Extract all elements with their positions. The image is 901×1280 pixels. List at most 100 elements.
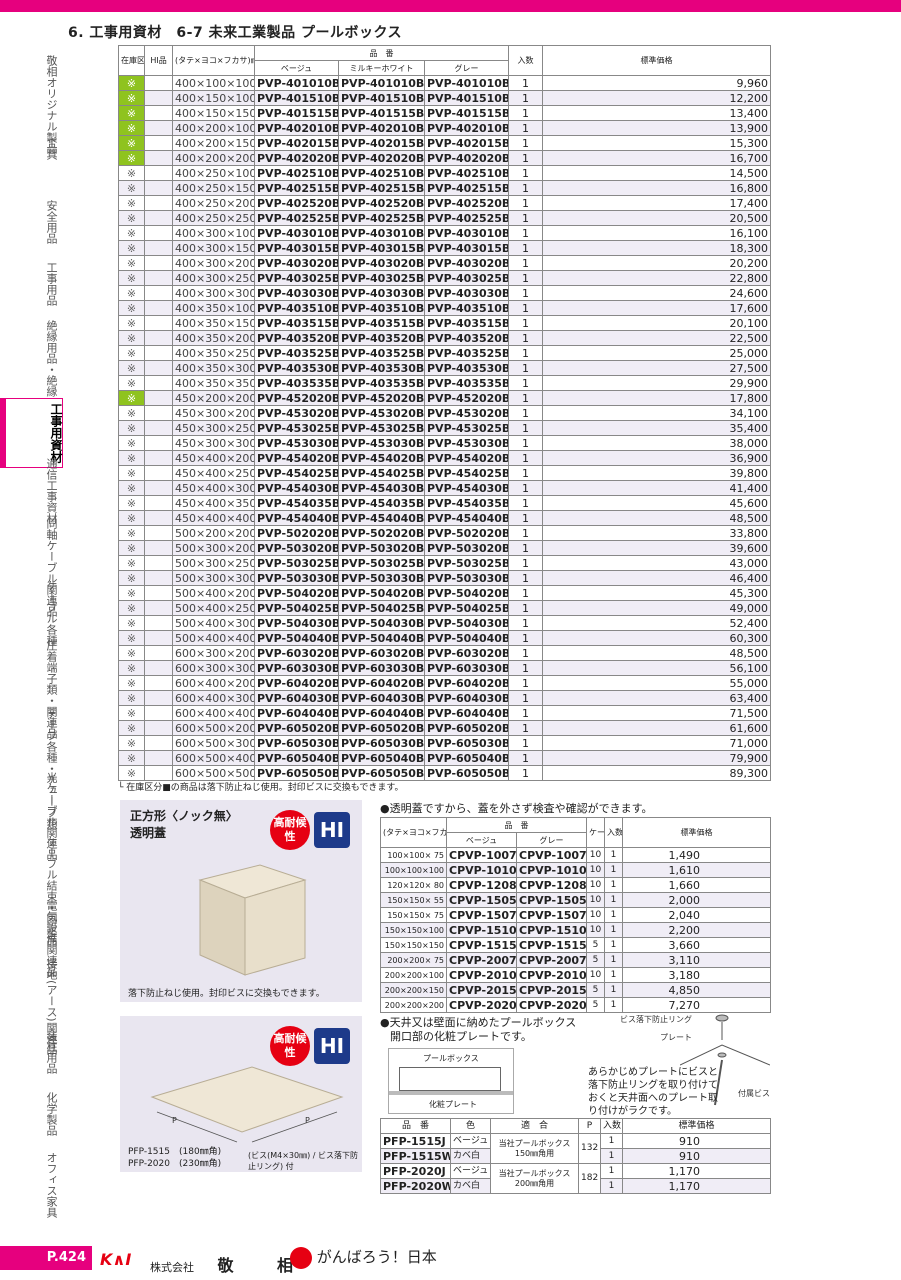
size-cell: 400×350×350 xyxy=(172,375,255,391)
qty-cell: 1 xyxy=(508,720,544,736)
sidebar-item[interactable]: 化学製品 xyxy=(45,1092,58,1136)
sidebar-item[interactable]: 接地(アース)関連品 xyxy=(45,958,58,1055)
header-gray: グレー xyxy=(423,60,510,76)
qty-cell: 1 xyxy=(508,90,544,106)
price-cell: 2,200 xyxy=(622,922,771,938)
table-row: 120×120× 80 CPVP-1208J CPVP-1208 10 1 1,660 xyxy=(380,877,771,893)
part-white-cell: PVP-452020BM xyxy=(338,390,425,406)
sidebar-item[interactable]: 同軸ケーブル関連品 xyxy=(45,518,58,617)
sidebar-item[interactable]: 工事用品 xyxy=(45,262,58,306)
sidebar-item[interactable]: オフィス家具 xyxy=(45,1152,58,1218)
sidebar-item[interactable]: 安全用品 xyxy=(45,200,58,244)
part-gray-cell: CPVP-2015 xyxy=(516,982,587,998)
case-cell: 5 xyxy=(586,982,605,998)
table-row: ※ 600×400×200PVP-604020BJPVP-604020BMPVP-… xyxy=(118,675,772,691)
price-cell: 43,000 xyxy=(542,555,772,571)
sub-header-part: 品 番 xyxy=(446,817,587,833)
qty-cell: 1 xyxy=(508,120,544,136)
top-accent-bar xyxy=(0,0,901,12)
hi-cell xyxy=(144,345,173,361)
part-white-cell: PVP-603030BM xyxy=(338,660,425,676)
stock-cell: ※ xyxy=(118,420,145,436)
qty-cell: 1 xyxy=(508,390,544,406)
sidebar-item[interactable]: テープ各種・チューブ類 xyxy=(45,708,58,829)
qty-cell: 1 xyxy=(508,510,544,526)
part-beige-cell: PVP-402515BJ xyxy=(254,180,339,196)
size-cell: 450×400×300 xyxy=(172,480,255,496)
qty-cell: 1 xyxy=(508,240,544,256)
price-cell: 16,800 xyxy=(542,180,772,196)
part-gray-cell: PVP-454030B xyxy=(423,480,510,496)
price-cell: 61,600 xyxy=(542,720,772,736)
part-gray-cell: PVP-453020B xyxy=(423,405,510,421)
qty-cell: 1 xyxy=(604,862,623,878)
table-row: ※ 600×400×300PVP-604030BJPVP-604030BMPVP-… xyxy=(118,690,772,706)
part-beige-cell: PVP-403025BJ xyxy=(254,270,339,286)
stock-cell: ※ xyxy=(118,195,145,211)
part-gray-cell: PVP-502020B xyxy=(423,525,510,541)
table-row: ※ 450×300×250PVP-453025BJPVP-453025BMPVP-… xyxy=(118,420,772,436)
hi-cell xyxy=(144,255,173,271)
sidebar-item[interactable]: ケーブル各種 xyxy=(45,580,58,646)
part-beige-cell: PVP-403010BJ xyxy=(254,225,339,241)
price-cell: 7,270 xyxy=(622,997,771,1013)
table-row: ※ 400×300×100PVP-403010BJPVP-403010BMPVP-… xyxy=(118,225,772,241)
hi-cell xyxy=(144,330,173,346)
part-beige-cell: PVP-402010BJ xyxy=(254,120,339,136)
table-row: PFP-2020J ベージュ 当社プールボックス200㎜角用 182 1 1,1… xyxy=(380,1163,771,1194)
part-gray-cell: PVP-403030B xyxy=(423,285,510,301)
stock-cell: ※ xyxy=(118,480,145,496)
part-beige-cell: PVP-503030BJ xyxy=(254,570,339,586)
part-gray-cell: PVP-454025B xyxy=(423,465,510,481)
sidebar-item[interactable]: 圧着端子類・関連品 xyxy=(45,640,58,739)
plate-header-color: 色 xyxy=(450,1118,491,1134)
part-gray-cell: CPVP-1510 xyxy=(516,922,587,938)
price-cell: 45,600 xyxy=(542,495,772,511)
sidebar-item[interactable]: ケーブル結束・固定品 xyxy=(45,836,58,946)
size-cell: 400×250×250 xyxy=(172,210,255,226)
sidebar-item[interactable]: 電気設備関連品 xyxy=(45,900,58,977)
price-cell: 17,600 xyxy=(542,300,772,316)
table-row: 150×150×150 CPVP-1515J CPVP-1515 5 1 3,660 xyxy=(380,937,771,953)
hi-cell xyxy=(144,405,173,421)
header-part: 品 番 xyxy=(253,45,510,61)
part-beige-cell: PVP-401010BJ xyxy=(254,75,339,91)
sidebar-item[interactable]: 通信工事資材 xyxy=(45,458,58,524)
sidebar-item[interactable]: 絶縁用品・絶縁工具 xyxy=(45,320,58,419)
size-cell: 400×350×200 xyxy=(172,330,255,346)
sidebar-item[interactable]: 工具 xyxy=(45,138,58,160)
price-cell: 1,490 xyxy=(622,847,771,863)
case-cell: 10 xyxy=(586,967,605,983)
hi-cell xyxy=(144,750,173,766)
part-gray-cell: PVP-402510B xyxy=(423,165,510,181)
part-white-cell: PVP-402525BM xyxy=(338,210,425,226)
sidebar-item[interactable]: 光ケーブル関連品 xyxy=(45,772,58,860)
sidebar-item[interactable]: 装柱用品 xyxy=(45,1030,58,1074)
table-row: ※ 400×100×100PVP-401010BJPVP-401010BMPVP-… xyxy=(118,75,772,91)
part-gray-cell: PVP-504030B xyxy=(423,615,510,631)
qty-cell: 1 xyxy=(508,225,544,241)
part-beige-cell: CPVP-1510J xyxy=(446,922,517,938)
part-white-cell: PVP-403010BM xyxy=(338,225,425,241)
size-cell: 150×150×150 xyxy=(380,937,447,953)
size-cell: 400×200×150 xyxy=(172,135,255,151)
sidebar-item[interactable]: 敬相オリジナル製品 xyxy=(45,55,58,154)
size-cell: 450×400×250 xyxy=(172,465,255,481)
part-beige-cell: PVP-401515BJ xyxy=(254,105,339,121)
sidebar-item[interactable]: 工事用資材 xyxy=(0,398,63,468)
stock-cell: ※ xyxy=(118,690,145,706)
price-cell: 1,610 xyxy=(622,862,771,878)
qty-cell: 1 xyxy=(508,645,544,661)
stock-cell: ※ xyxy=(118,120,145,136)
part-gray-cell: PVP-604040B xyxy=(423,705,510,721)
size-cell: 600×500×400 xyxy=(172,750,255,766)
hi-cell xyxy=(144,600,173,616)
qty-cell: 1 xyxy=(508,360,544,376)
qty-cell: 1 xyxy=(508,435,544,451)
part-gray-cell: PVP-452020B xyxy=(423,390,510,406)
qty-cell: 1 xyxy=(508,540,544,556)
hi-cell xyxy=(144,180,173,196)
weather-badge: 高耐候性 xyxy=(270,1026,310,1066)
part-white-cell: PVP-603020BM xyxy=(338,645,425,661)
qty-cell: 1 xyxy=(508,315,544,331)
